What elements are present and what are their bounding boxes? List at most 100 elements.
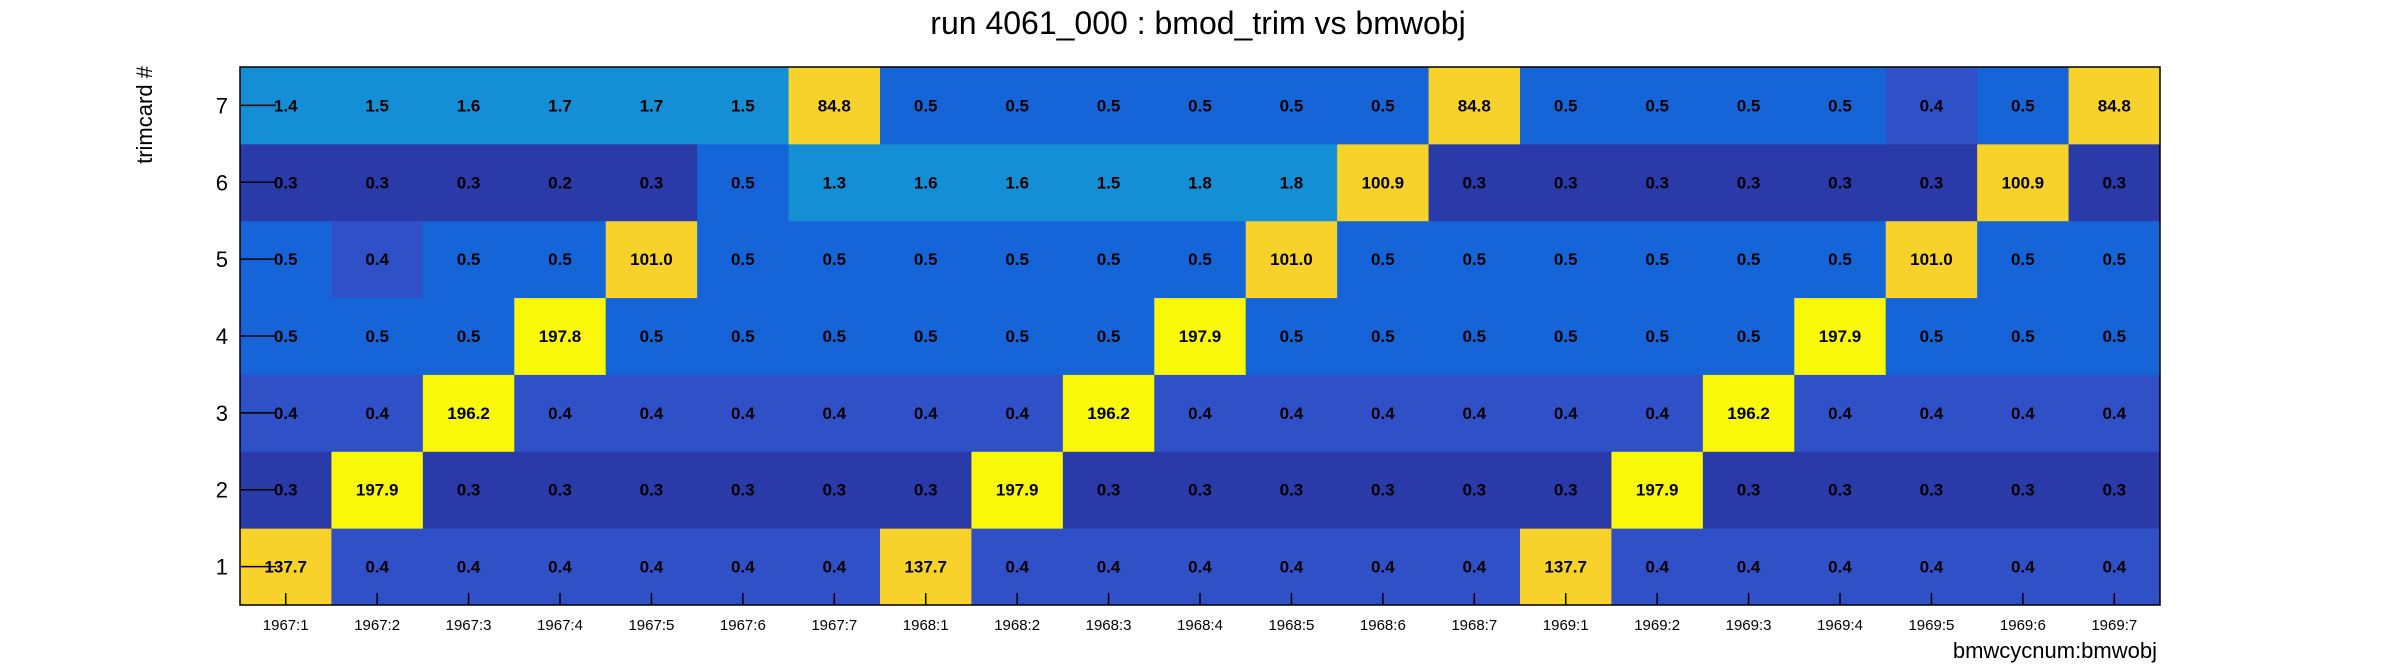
cell-value-label: 101.0: [630, 250, 673, 269]
cell-value-label: 0.5: [274, 250, 298, 269]
cell-value-label: 1.5: [731, 96, 755, 115]
heatmap-cell: [1794, 67, 1887, 145]
cell-value-label: 0.3: [1371, 481, 1395, 500]
heatmap-cell: [1337, 297, 1430, 375]
heatmap-cell: [1154, 67, 1247, 145]
heatmap-cell: [1520, 374, 1612, 452]
cell-value-label: 0.5: [1645, 250, 1669, 269]
cell-value-label: 197.9: [1819, 327, 1862, 346]
cell-value-label: 0.3: [548, 481, 572, 500]
cell-value-label: 0.3: [1920, 173, 1944, 192]
heatmap-cell: [1611, 220, 1704, 299]
cell-value-label: 0.5: [1737, 96, 1761, 115]
heatmap-cell: [605, 297, 698, 375]
cell-value-label: 137.7: [1544, 558, 1587, 577]
x-tick-label: 1969:6: [2000, 617, 2046, 634]
cell-value-label: 0.3: [1828, 481, 1852, 500]
cell-value-label: 0.4: [1280, 404, 1304, 423]
heatmap-cell: [1062, 297, 1155, 375]
cell-value-label: 0.3: [1645, 173, 1669, 192]
cell-value-label: 0.5: [822, 250, 846, 269]
heatmap-cell: [1245, 451, 1338, 529]
cell-value-label: 0.4: [1920, 96, 1944, 115]
heatmap-cell: [1885, 528, 1978, 606]
heatmap-cell: [514, 374, 607, 452]
cell-value-label: 0.3: [365, 173, 389, 192]
cell-value-label: 0.4: [731, 558, 755, 577]
x-tick-label: 1969:2: [1634, 617, 1680, 634]
heatmap-cell: [1611, 143, 1704, 222]
cell-value-label: 0.4: [1920, 558, 1944, 577]
heatmap-cell: [1702, 297, 1795, 375]
x-tick-label: 1968:7: [1451, 617, 1497, 634]
cell-value-label: 0.5: [457, 250, 481, 269]
cell-value-label: 1.6: [457, 96, 481, 115]
cell-value-label: 1.7: [548, 96, 572, 115]
cell-value-label: 1.7: [640, 96, 664, 115]
cell-value-label: 0.5: [914, 327, 938, 346]
heatmap-cell: [1428, 374, 1521, 452]
heatmap-cell: [422, 143, 515, 222]
cell-value-label: 0.3: [1920, 481, 1944, 500]
heatmap-cell: [514, 220, 607, 299]
heatmap-cells: [240, 67, 2161, 606]
heatmap-cell: [1520, 67, 1612, 145]
cell-value-label: 0.3: [2011, 481, 2035, 500]
cell-value-label: 0.4: [1371, 558, 1395, 577]
y-axis-ticks: 1 2 3 4 5 6 7: [216, 93, 276, 580]
heatmap-cell: [1611, 374, 1704, 452]
cell-value-label: 0.5: [2011, 96, 2035, 115]
cell-value-label: 0.5: [1645, 96, 1669, 115]
cell-value-label: 0.4: [548, 558, 572, 577]
heatmap-cell: [331, 67, 424, 145]
x-tick-label: 1967:3: [446, 617, 492, 634]
cell-value-label: 0.5: [914, 250, 938, 269]
heatmap-cell: [1428, 451, 1521, 529]
cell-value-label: 0.4: [1005, 558, 1029, 577]
heatmap-cell: [514, 143, 607, 222]
heatmap-cell: [1245, 528, 1338, 606]
heatmap-cell: [1977, 220, 2070, 299]
heatmap-cell: [971, 374, 1064, 452]
heatmap-cell: [1520, 528, 1612, 606]
cell-value-label: 0.4: [2011, 558, 2035, 577]
cell-value-label: 0.3: [1737, 481, 1761, 500]
heatmap-cell: [514, 297, 607, 375]
heatmap-cell: [697, 67, 790, 145]
heatmap-cell: [2068, 67, 2161, 145]
heatmap-cell: [1702, 528, 1795, 606]
cell-value-label: 0.5: [1097, 96, 1121, 115]
cell-value-label: 84.8: [1458, 96, 1491, 115]
x-tick-label: 1969:1: [1543, 617, 1589, 634]
heatmap-cell: [422, 67, 515, 145]
cell-value-label: 0.5: [1097, 250, 1121, 269]
heatmap-cell: [605, 528, 698, 606]
heatmap-cell: [1428, 143, 1521, 222]
cell-value-label: 100.9: [1362, 173, 1405, 192]
heatmap-cell: [1885, 297, 1978, 375]
heatmap-cell: [1885, 451, 1978, 529]
heatmap-cell: [1611, 67, 1704, 145]
cell-value-label: 0.4: [1920, 404, 1944, 423]
heatmap-cell: [2068, 451, 2161, 529]
y-tick-label: 4: [216, 324, 228, 349]
heatmap-cell: [1702, 143, 1795, 222]
heatmap-cell: [971, 67, 1064, 145]
heatmap-cell: [331, 374, 424, 452]
heatmap-cell: [1245, 374, 1338, 452]
heatmap-cell: [1702, 67, 1795, 145]
cell-value-label: 1.4: [274, 96, 298, 115]
heatmap-cell: [1337, 143, 1430, 222]
heatmap-cell: [697, 451, 790, 529]
heatmap-cell: [697, 374, 790, 452]
heatmap-cell: [1062, 143, 1155, 222]
cell-value-label: 0.4: [1005, 404, 1029, 423]
heatmap-cell: [1611, 451, 1704, 529]
y-tick-label: 7: [216, 93, 228, 118]
cell-value-label: 1.8: [1280, 173, 1304, 192]
heatmap-cell: [605, 220, 698, 299]
cell-value-label: 0.5: [1188, 96, 1212, 115]
cell-value-label: 0.5: [640, 327, 664, 346]
cell-value-label: 0.3: [274, 481, 298, 500]
heatmap-cell: [788, 297, 881, 375]
